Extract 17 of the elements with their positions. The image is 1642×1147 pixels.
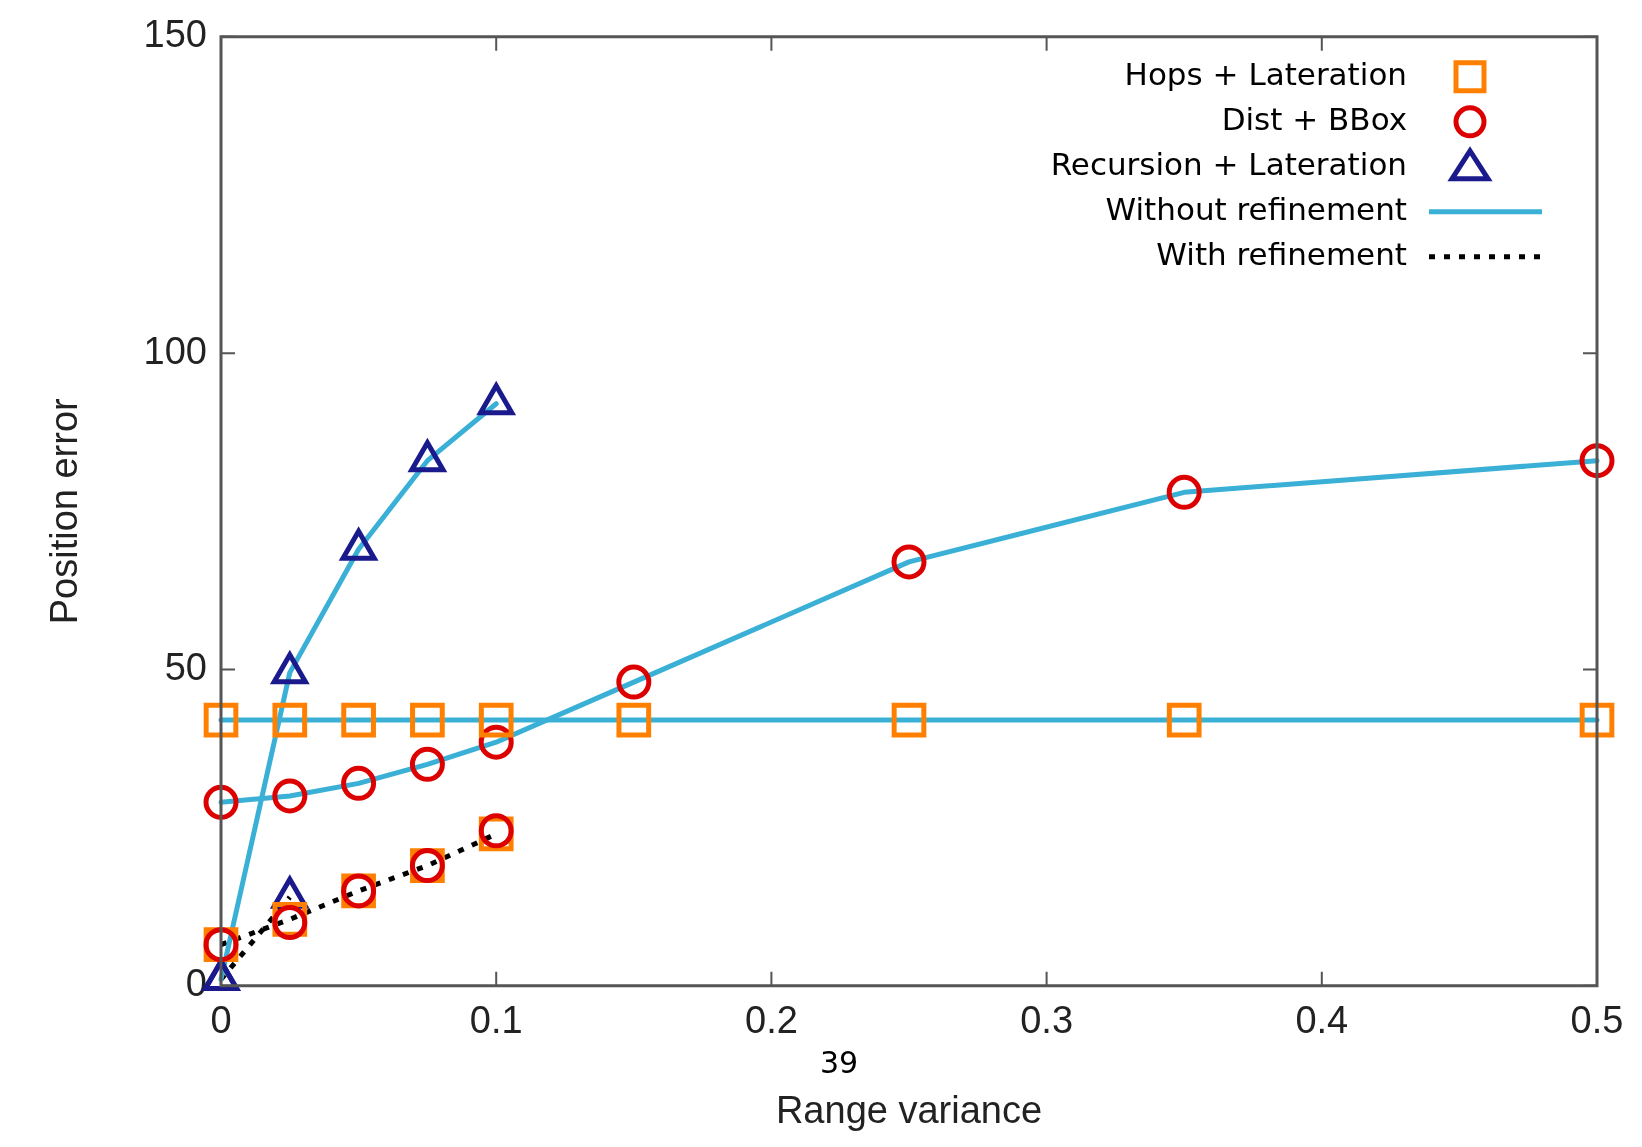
- y-tick-label: 100: [143, 329, 207, 372]
- legend-label: Dist + BBox: [1221, 100, 1407, 137]
- y-tick-label: 0: [185, 962, 207, 1005]
- x-tick-label: 0.1: [469, 999, 523, 1042]
- y-tick-label: 150: [143, 13, 207, 56]
- x-tick-label: 0.5: [1570, 999, 1624, 1042]
- text: 39: [819, 1044, 859, 1080]
- x-tick-label: 0.3: [1020, 999, 1074, 1042]
- y-axis-title: Position error: [43, 397, 86, 625]
- x-tick-label: 0.4: [1295, 999, 1349, 1042]
- y-tick-label: 50: [164, 645, 207, 688]
- legend-label: Without refinement: [1105, 190, 1407, 227]
- legend-label: Recursion + Lateration: [1050, 145, 1407, 182]
- legend-label: With refinement: [1156, 235, 1407, 272]
- x-tick-label: 0.2: [744, 999, 798, 1042]
- legend-label: Hops + Lateration: [1124, 55, 1407, 92]
- x-axis-title: Range variance: [775, 1088, 1043, 1131]
